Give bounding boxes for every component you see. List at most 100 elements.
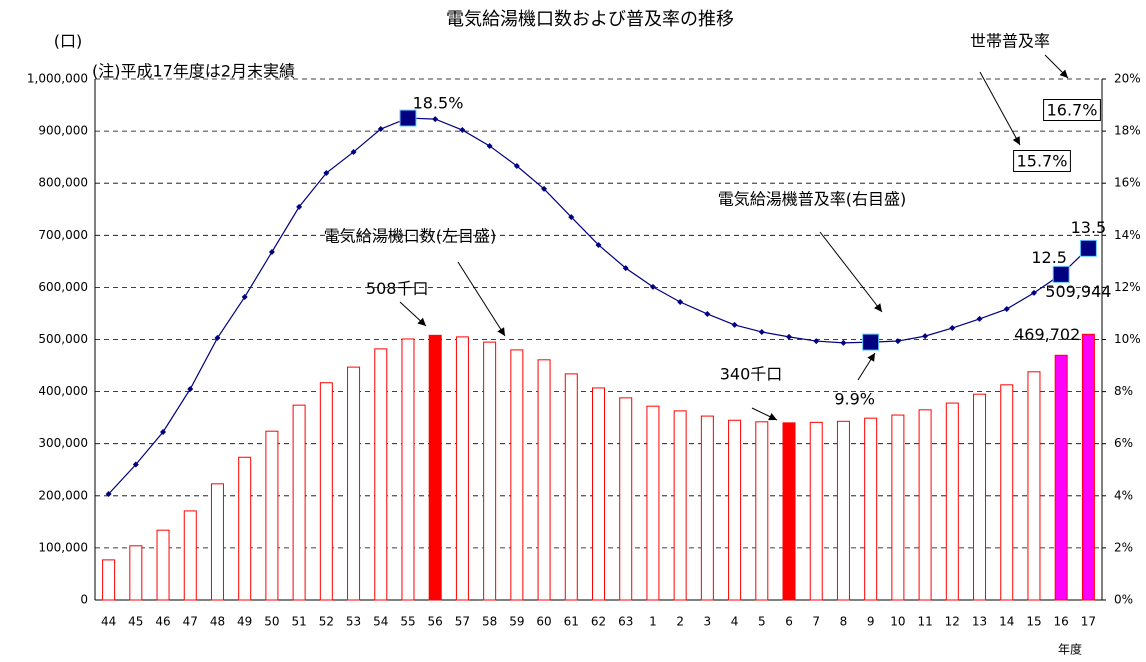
y2-tick-label: 20% [1114, 72, 1141, 86]
bar-label: 508千口 [366, 279, 429, 298]
bar-label: 469,702 [1014, 325, 1080, 344]
x-tick-label: 1 [649, 615, 657, 629]
point-marker [268, 248, 275, 255]
bar [945, 402, 959, 601]
point-marker [1030, 289, 1037, 296]
bar [891, 414, 905, 601]
x-tick-label: 59 [509, 615, 524, 629]
point-marker [731, 321, 738, 328]
bar [347, 366, 361, 601]
x-tick-label: 57 [455, 615, 470, 629]
bar [483, 341, 497, 601]
bar [1000, 384, 1014, 601]
bar [755, 421, 769, 601]
point-marker [486, 142, 493, 149]
x-tick-label: 52 [319, 615, 334, 629]
y-tick-label: 100,000 [38, 540, 88, 554]
x-tick-label: 3 [704, 615, 712, 629]
bar [673, 410, 687, 601]
bar [401, 338, 415, 601]
y-tick-label: 0 [80, 593, 88, 607]
point-marker [377, 126, 384, 133]
y2-tick-label: 0% [1114, 593, 1133, 607]
bar [728, 419, 742, 601]
y-tick-label: 400,000 [38, 384, 88, 398]
point-marker [704, 310, 711, 317]
x-tick-label: 17 [1081, 615, 1096, 629]
y-tick-label: 900,000 [38, 124, 88, 138]
y2-tick-label: 16% [1114, 176, 1141, 190]
point-marker [813, 338, 820, 345]
x-tick-label: 54 [373, 615, 388, 629]
bar [238, 456, 252, 601]
point-label: 13.5 [1071, 218, 1107, 237]
annotation: 15.7% [1017, 152, 1068, 171]
bar [646, 405, 660, 601]
bar-label: 340千口 [720, 364, 783, 383]
bar [537, 359, 551, 601]
y-tick-label: 700,000 [38, 228, 88, 242]
point-marker [922, 333, 929, 340]
y2-tick-label: 14% [1114, 228, 1141, 242]
annotation-box [1043, 99, 1101, 121]
point-marker [758, 328, 765, 335]
x-tick-label: 63 [618, 615, 633, 629]
point-marker [862, 333, 880, 351]
y-tick-label: 200,000 [38, 488, 88, 502]
y-tick-label: 800,000 [38, 176, 88, 190]
point-marker [350, 148, 357, 155]
y-tick-label: 300,000 [38, 436, 88, 450]
point-marker [677, 298, 684, 305]
bar [836, 420, 850, 601]
annotation: 16.7% [1047, 101, 1098, 120]
arrow [751, 407, 778, 421]
x-tick-label: 12 [945, 615, 960, 629]
x-tick-label: 16 [1054, 615, 1069, 629]
point-marker [160, 428, 167, 435]
point-marker [976, 315, 983, 322]
point-marker [786, 333, 793, 340]
x-tick-label: 45 [128, 615, 143, 629]
x-tick-label: 61 [564, 615, 579, 629]
x-tick-label: 13 [972, 615, 987, 629]
arrow [457, 261, 506, 337]
point-marker [649, 283, 656, 290]
annotation-box [1013, 150, 1071, 172]
bar [183, 510, 197, 601]
y2-tick-label: 10% [1114, 332, 1141, 346]
bar [619, 397, 633, 601]
point-marker [513, 163, 520, 170]
bar [1081, 333, 1095, 601]
x-tick-label: 55 [400, 615, 415, 629]
x-tick-label: 2 [676, 615, 684, 629]
bar [156, 529, 170, 601]
x-tick-label: 10 [890, 615, 905, 629]
point-marker [214, 334, 221, 341]
x-tick-label: 5 [758, 615, 766, 629]
point-marker [949, 325, 956, 332]
bar [129, 545, 143, 601]
x-tick-label: 58 [482, 615, 497, 629]
bar [319, 382, 333, 601]
bar-label: 509,944 [1045, 282, 1111, 301]
x-tick-label: 8 [840, 615, 848, 629]
bar [428, 334, 442, 601]
point-marker [568, 214, 575, 221]
bar [782, 422, 796, 601]
x-tick-label: 9 [867, 615, 875, 629]
x-tick-label: 60 [536, 615, 551, 629]
arrows [399, 54, 1069, 421]
bar [455, 336, 469, 601]
point-marker [595, 241, 602, 248]
point-marker [1079, 239, 1097, 257]
point-marker [323, 170, 330, 177]
point-marker [840, 339, 847, 346]
bar [809, 421, 823, 601]
point-marker [1052, 265, 1070, 283]
point-marker [296, 203, 303, 210]
annotation: 電気給湯機普及率(右目盛) [718, 190, 907, 209]
annotation: 電気給湯機口数(左目盛) [324, 227, 497, 246]
bar [973, 393, 987, 601]
point-marker [432, 116, 439, 123]
